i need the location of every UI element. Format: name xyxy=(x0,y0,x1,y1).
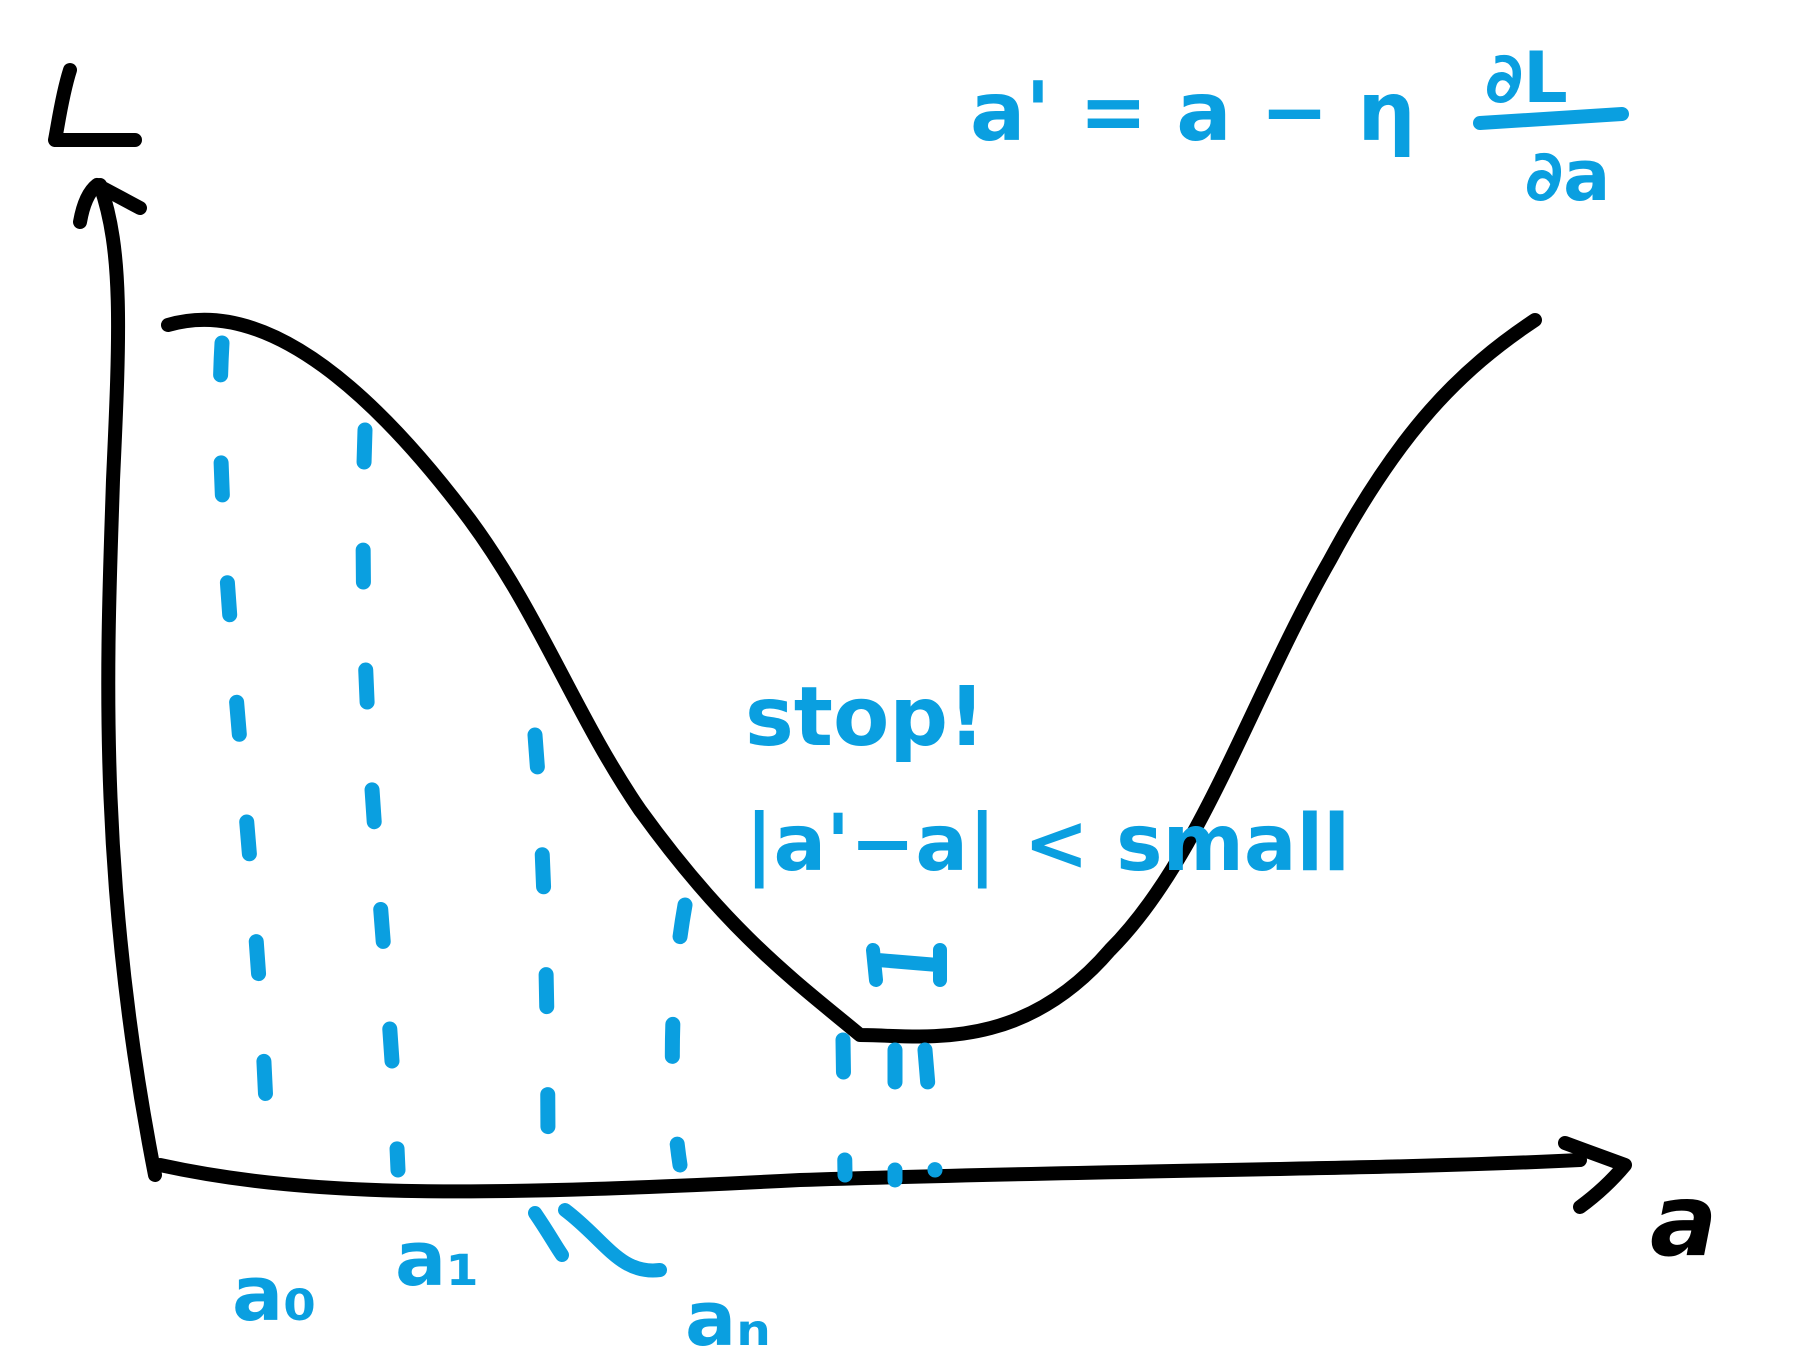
iterate-dashed-line-7 xyxy=(917,1042,943,1178)
stop-note-line1: stop! xyxy=(745,670,985,765)
iterate-label-a1: a₁ xyxy=(395,1214,480,1303)
x-axis-arrowhead xyxy=(1558,1136,1632,1214)
y-axis-arrowhead xyxy=(73,178,147,229)
small-step-bracket xyxy=(866,943,947,987)
x-axis xyxy=(153,1153,1587,1199)
x-axis-label: a xyxy=(1650,1162,1717,1279)
update-formula-fraction-bar xyxy=(1473,107,1629,130)
y-axis-label-glyph xyxy=(48,63,142,147)
stop-note-line2: |a'−a| < small xyxy=(745,799,1350,889)
iterate-dashed-line-3 xyxy=(527,727,556,1178)
iterate-dashed-line-5 xyxy=(835,1032,853,1183)
update-formula-lhs: a' = a − η xyxy=(970,65,1416,160)
iterate-label-a0: a₀ xyxy=(232,1249,317,1338)
y-axis xyxy=(93,178,162,1182)
iterate-dashed-line-4 xyxy=(664,897,693,1173)
update-formula-numerator: ∂L xyxy=(1485,37,1568,119)
update-formula-denominator: ∂a xyxy=(1525,135,1610,217)
iterate-label-an: aₙ xyxy=(685,1274,771,1363)
iterate-dashed-line-1 xyxy=(212,335,276,1178)
iterate-label-ellipsis xyxy=(528,1203,667,1278)
loss-curve xyxy=(161,312,1542,1044)
iterate-dashed-line-2 xyxy=(355,422,406,1178)
